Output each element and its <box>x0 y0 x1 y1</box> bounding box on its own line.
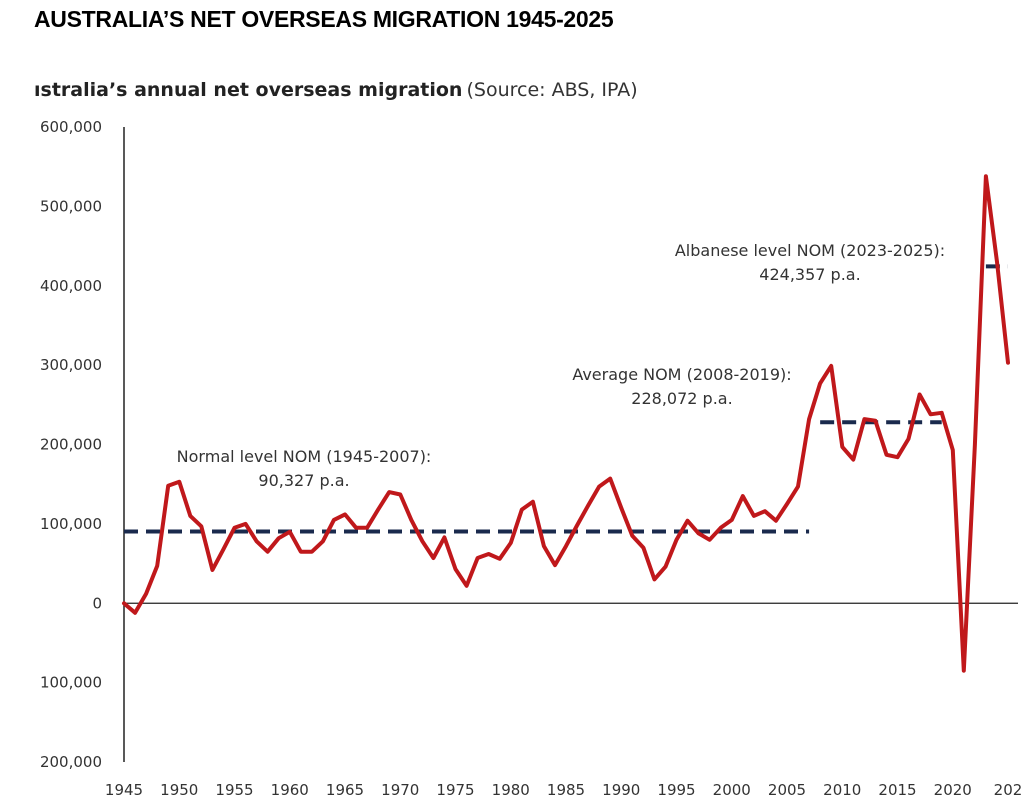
y-tick-label: 0 <box>92 594 102 612</box>
reference-line-value: 228,072 p.a. <box>631 389 732 408</box>
chart-subtitle: ıstralia’s annual net overseas migration… <box>34 79 638 101</box>
x-tick-label: 2020 <box>934 781 972 799</box>
x-tick-label: 2010 <box>823 781 861 799</box>
reference-line-value: 90,327 p.a. <box>258 471 349 490</box>
x-tick-label: 1985 <box>547 781 585 799</box>
y-tick-label: 200,000 <box>40 436 102 454</box>
series-line <box>122 174 1010 673</box>
chart-subtitle-source: (Source: ABS, IPA) <box>466 79 637 101</box>
reference-lines <box>124 264 1008 534</box>
x-tick-label: 1945 <box>105 781 143 799</box>
x-axis: 1945 1950 1955 1960 1965 1970 1975 1980 1985 1990… <box>105 602 1023 799</box>
x-tick-label: 1970 <box>381 781 419 799</box>
y-tick-label: 600,000 <box>40 118 102 136</box>
x-tick-label: 1990 <box>602 781 640 799</box>
reference-line-name: Normal level NOM (1945-2007): <box>177 447 432 466</box>
x-tick-label: 1955 <box>215 781 253 799</box>
series-group <box>122 174 1010 673</box>
reference-annotations: Normal level NOM (1945-2007): 90,327 p.a.… <box>177 241 945 490</box>
chart-subtitle-strong: ıstralia’s annual net overseas migration <box>34 79 462 101</box>
x-tick-label: 1960 <box>271 781 309 799</box>
x-tick-label: 1975 <box>436 781 474 799</box>
reference-line-value: 424,357 p.a. <box>759 265 860 284</box>
reference-line-name: Average NOM (2008-2019): <box>572 365 791 384</box>
y-axis: 600,000 500,000 400,000 300,000 200,000 100,0… <box>40 118 125 771</box>
y-tick-label: 100,000 <box>40 515 102 533</box>
x-tick-label: 1950 <box>160 781 198 799</box>
reference-line-name: Albanese level NOM (2023-2025): <box>675 241 945 260</box>
x-tick-label: 2015 <box>878 781 916 799</box>
x-tick-label: 2005 <box>768 781 806 799</box>
y-tick-label: 100,000 <box>40 674 102 692</box>
page-headline: AUSTRALIA’S NET OVERSEAS MIGRATION 1945-… <box>34 6 614 32</box>
x-tick-label: 202 <box>994 781 1023 799</box>
x-tick-label: 1965 <box>326 781 364 799</box>
x-tick-label: 1995 <box>657 781 695 799</box>
x-tick-label: 2000 <box>713 781 751 799</box>
y-tick-label: 500,000 <box>40 197 102 215</box>
y-tick-label: 200,000 <box>40 753 102 771</box>
y-tick-label: 400,000 <box>40 277 102 295</box>
y-tick-label: 300,000 <box>40 356 102 374</box>
x-tick-label: 1980 <box>492 781 530 799</box>
